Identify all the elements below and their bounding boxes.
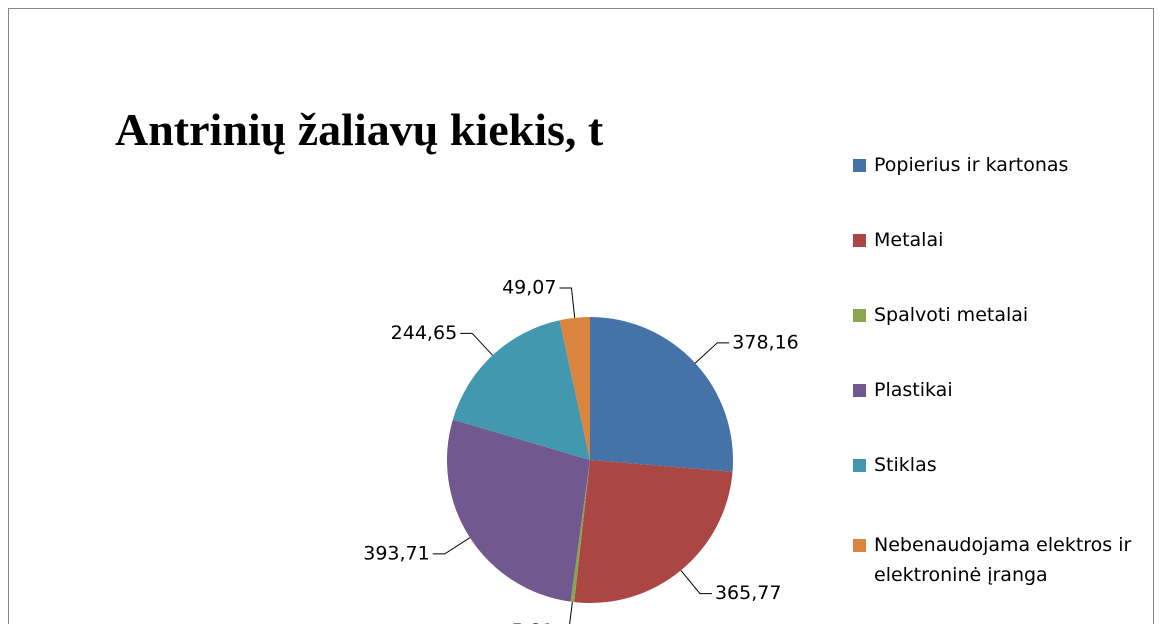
legend-label: Stiklas — [874, 454, 937, 476]
legend-swatch — [853, 539, 866, 552]
data-label: 378,16 — [732, 331, 798, 353]
legend-swatch — [853, 309, 866, 322]
pie-slice — [570, 460, 590, 603]
legend-label: Nebenaudojama elektros ir elektroninė įr… — [874, 534, 1132, 586]
legend-item: Plastikai — [853, 375, 1143, 405]
leader-line — [432, 537, 471, 555]
legend-item: Spalvoti metalai — [853, 300, 1143, 330]
data-label: 393,71 — [363, 542, 429, 564]
legend-item: Metalai — [853, 225, 1143, 255]
legend-label: Spalvoti metalai — [874, 304, 1029, 326]
legend-label: Metalai — [874, 229, 944, 251]
legend-item: Popierius ir kartonas — [853, 150, 1143, 180]
legend-item: Stiklas — [853, 450, 1143, 480]
legend-swatch — [853, 384, 866, 397]
pie-slice — [447, 419, 590, 602]
pie-slice — [574, 460, 733, 604]
data-label: 365,77 — [715, 582, 781, 604]
legend-label: Plastikai — [874, 379, 953, 401]
leader-line — [569, 601, 573, 624]
leader-line — [680, 570, 712, 595]
leader-line — [694, 342, 730, 364]
legend-item: Nebenaudojama elektros ir elektroninė įr… — [853, 530, 1143, 590]
data-label: 244,65 — [391, 322, 457, 344]
chart-border — [8, 8, 1154, 624]
chart-title: Antrinių žaliavų kiekis, t — [115, 104, 604, 155]
pie-slice — [559, 317, 590, 460]
data-label: 5,81 — [511, 620, 553, 624]
legend-swatch — [853, 159, 866, 172]
data-label: 49,07 — [502, 276, 556, 298]
legend-swatch — [853, 234, 866, 247]
legend-swatch — [853, 459, 866, 472]
legend-label: Popierius ir kartonas — [874, 154, 1069, 176]
pie-slice — [590, 317, 733, 472]
leader-line — [460, 332, 493, 356]
pie-slice — [452, 320, 590, 460]
leader-line — [559, 287, 576, 318]
